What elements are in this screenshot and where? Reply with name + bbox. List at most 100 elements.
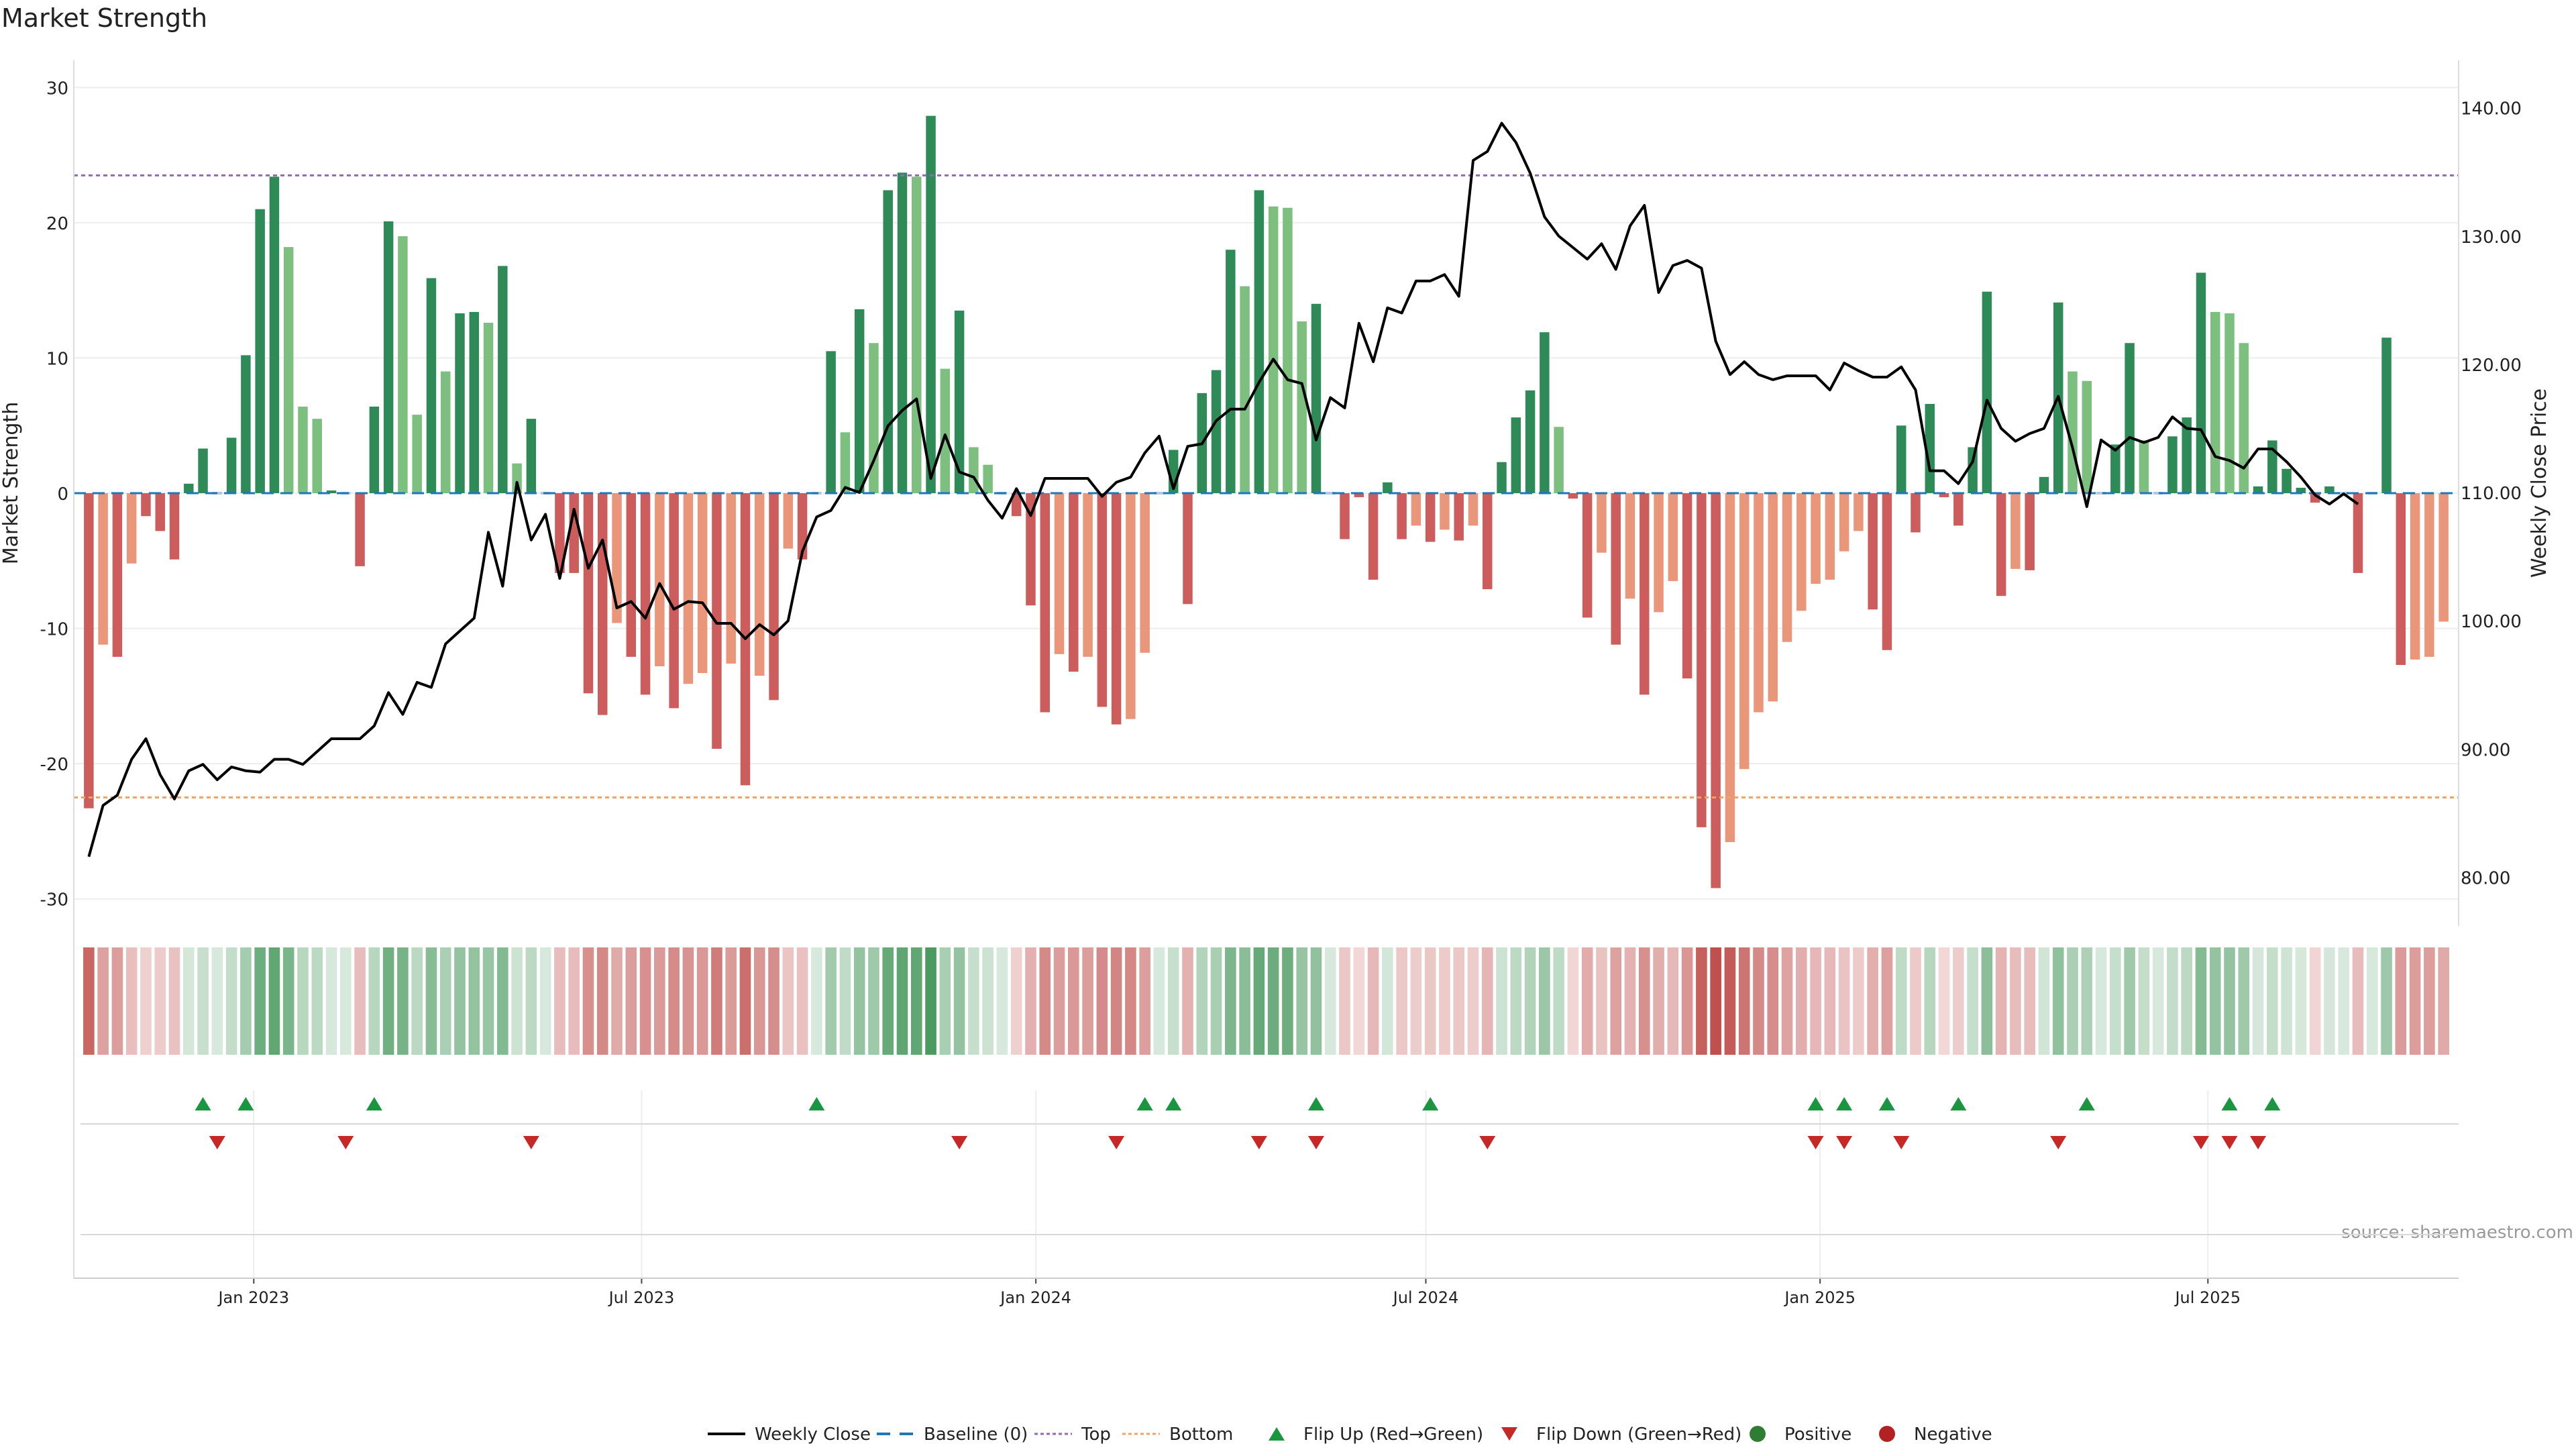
y-tick-label-right: 110.00 <box>2461 484 2522 504</box>
legend-item: Positive <box>1750 1424 1851 1445</box>
heat-cell <box>1581 947 1593 1055</box>
strength-bar <box>2110 444 2121 493</box>
heat-cell <box>1439 947 1450 1055</box>
heat-cell <box>2281 947 2292 1055</box>
heat-cell <box>2309 947 2321 1055</box>
heat-cell <box>125 947 138 1055</box>
heat-cell <box>1867 947 1878 1055</box>
strength-bar <box>198 448 208 493</box>
heat-cell <box>1153 947 1165 1055</box>
flip-down-marker <box>951 1136 968 1149</box>
strength-bar <box>1996 493 2006 597</box>
strength-bar <box>1026 493 1036 606</box>
heat-cell <box>782 947 794 1055</box>
strength-bar <box>526 419 537 493</box>
strength-bar <box>184 483 194 493</box>
strength-bar <box>169 493 180 560</box>
heat-cell <box>525 947 537 1055</box>
y-tick-label-right: 100.00 <box>2461 612 2522 632</box>
strength-bar <box>312 419 322 493</box>
heat-cell <box>482 947 494 1055</box>
heat-cell <box>1125 947 1136 1055</box>
heat-cell <box>996 947 1008 1055</box>
strength-bar <box>1154 492 1165 495</box>
heat-cell <box>896 947 908 1055</box>
heat-cell <box>311 947 323 1055</box>
heat-cell <box>1781 947 1793 1055</box>
heat-cell <box>1310 947 1322 1055</box>
heat-cell <box>111 947 123 1055</box>
strength-bar <box>84 493 94 809</box>
strength-bar <box>1768 493 1778 702</box>
strength-bar <box>1297 321 1307 493</box>
strength-bar <box>1582 493 1593 618</box>
strength-bar <box>2153 492 2163 495</box>
strength-bar <box>1354 493 1364 498</box>
heat-cell <box>2409 947 2421 1055</box>
flip-down-marker <box>2050 1136 2067 1149</box>
strength-bar <box>2182 417 2192 493</box>
heat-cell <box>1610 947 1622 1055</box>
weekly-close-line <box>87 121 2359 858</box>
heat-cell <box>2124 947 2135 1055</box>
x-tick-label: Jan 2023 <box>217 1288 289 1307</box>
heat-cell <box>2167 947 2178 1055</box>
strength-bar <box>398 236 408 493</box>
strength-bar <box>1440 493 1450 530</box>
y-tick-label-right: 140.00 <box>2461 99 2522 119</box>
flip-up-marker <box>2264 1097 2281 1110</box>
flip-down-marker <box>1807 1136 1824 1149</box>
heat-cell <box>1296 947 1307 1055</box>
heat-cell <box>868 947 879 1055</box>
legend-label: Negative <box>1914 1424 1992 1445</box>
heat-cell <box>753 947 765 1055</box>
strength-bar <box>954 310 965 493</box>
strength-bar <box>1326 492 1336 495</box>
strength-bar <box>969 447 979 493</box>
heat-cell <box>1225 947 1236 1055</box>
strength-bar <box>1069 493 1079 672</box>
strength-bar <box>1411 493 1421 526</box>
heat-cell <box>1938 947 1950 1055</box>
strength-bar <box>440 371 451 493</box>
heat-cell <box>1795 947 1807 1055</box>
flip-down-marker <box>1836 1136 1853 1149</box>
heat-cell <box>1353 947 1365 1055</box>
flip-up-marker <box>1950 1097 1967 1110</box>
strength-bar <box>2253 486 2263 493</box>
heat-cell <box>2110 947 2121 1055</box>
heat-cell <box>140 947 152 1055</box>
heat-cell <box>511 947 523 1055</box>
flip-up-marker <box>1836 1097 1853 1110</box>
strength-bar <box>1083 493 1093 657</box>
heat-cell <box>1967 947 1978 1055</box>
heat-cell <box>2338 947 2350 1055</box>
legend-item: Top <box>1034 1424 1111 1445</box>
strength-bar <box>912 176 922 493</box>
strength-bar <box>1968 447 1978 493</box>
flip-down-marker <box>209 1136 225 1149</box>
heat-cell <box>539 947 551 1055</box>
strength-bar <box>2025 493 2035 570</box>
strength-bar <box>141 493 151 517</box>
strength-bar <box>298 407 308 493</box>
heat-cell <box>1667 947 1679 1055</box>
heat-cell <box>340 947 352 1055</box>
heat-cell <box>1539 947 1550 1055</box>
heat-cell <box>1196 947 1208 1055</box>
heat-strip <box>83 947 2449 1055</box>
heat-cell <box>939 947 951 1055</box>
flip-up-marker <box>2221 1097 2238 1110</box>
heat-cell <box>1881 947 1893 1055</box>
strength-bar <box>1140 493 1150 653</box>
heat-cell <box>910 947 922 1055</box>
strength-bar <box>1882 493 1892 650</box>
flip-up-marker <box>1165 1097 1182 1110</box>
heat-cell <box>1267 947 1279 1055</box>
heat-cell <box>739 947 751 1055</box>
strength-bar <box>455 313 465 493</box>
strength-bar <box>826 351 836 493</box>
strength-bar <box>2196 272 2206 493</box>
legend-label: Positive <box>1784 1424 1851 1445</box>
strength-bar <box>655 493 665 666</box>
